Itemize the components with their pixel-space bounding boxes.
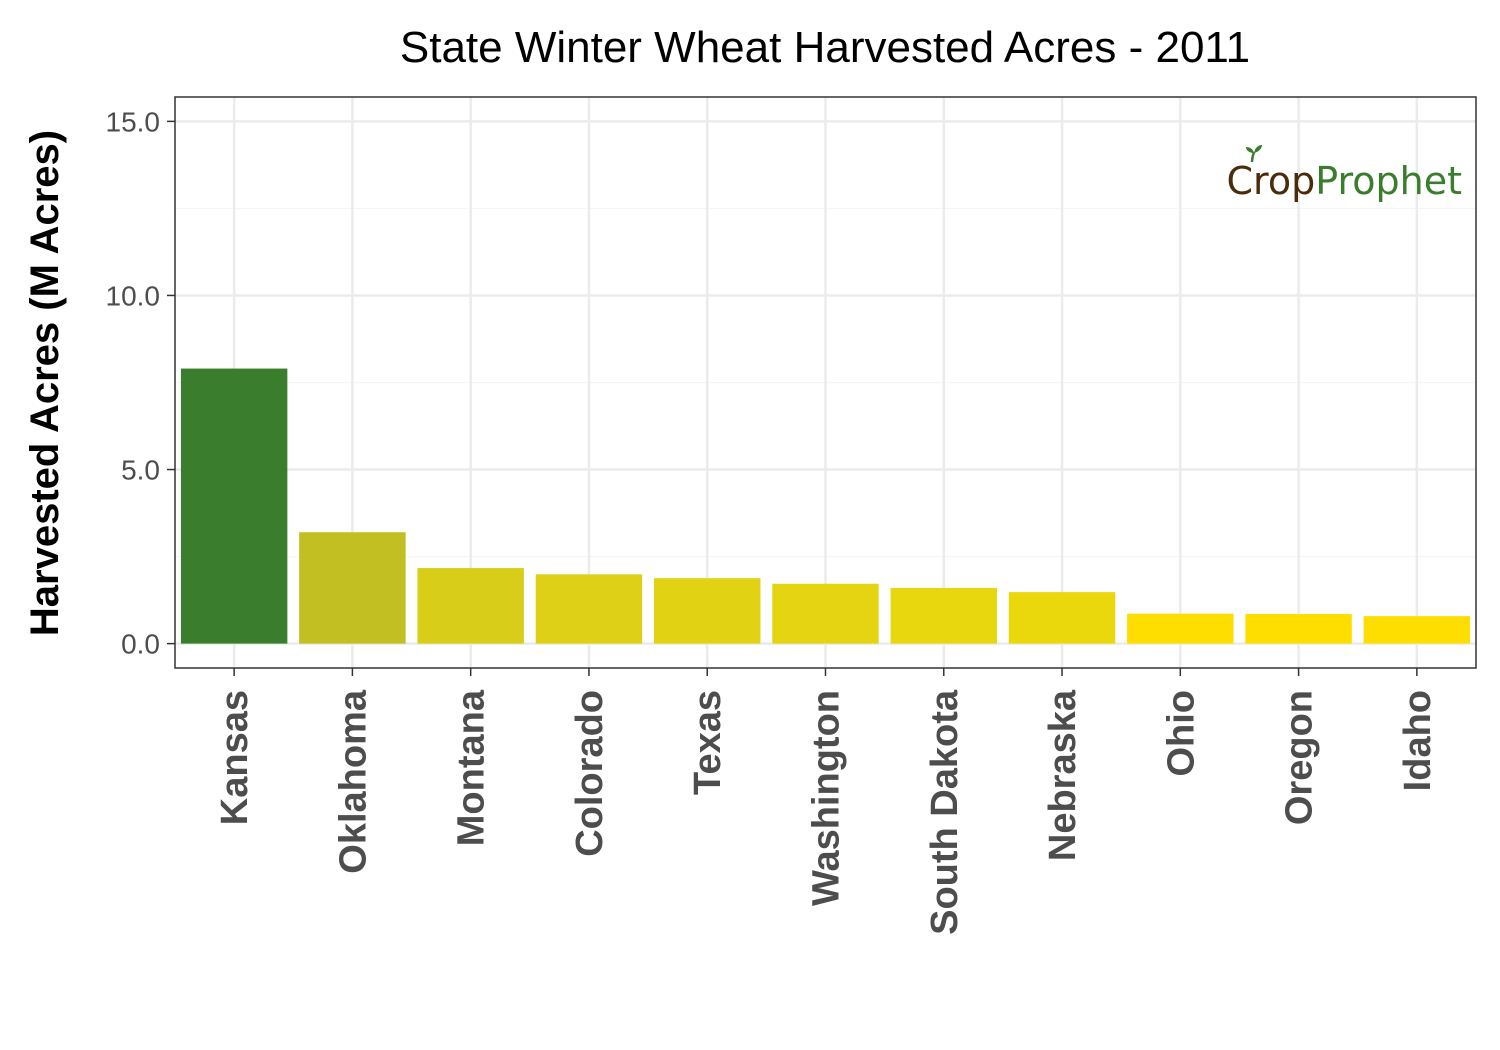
bar-texas [654, 578, 761, 644]
svg-text:CropProphet: CropProphet [1227, 159, 1462, 203]
y-axis: 0.0 5.0 10.0 15.0 [106, 106, 175, 660]
logo-text-crop-1: Cr [1227, 159, 1270, 203]
logo-text-crop-2: o [1268, 159, 1291, 203]
y-tick-label: 5.0 [121, 455, 160, 486]
logo-text-prophet: Prophet [1315, 159, 1462, 203]
bar-idaho [1363, 616, 1471, 644]
bar-south-dakota [890, 587, 997, 644]
x-tick-label: Washington [806, 690, 848, 906]
bar-oregon [1245, 614, 1352, 644]
bar-ohio [1127, 613, 1234, 644]
x-tick-label: Texas [687, 690, 729, 795]
x-tick-label: Oregon [1279, 690, 1321, 825]
bar-oklahoma [299, 532, 406, 644]
x-tick-label: Colorado [569, 690, 611, 857]
x-tick-label: Kansas [214, 690, 256, 825]
x-tick-label: Nebraska [1042, 689, 1084, 861]
x-tick-label: South Dakota [924, 689, 966, 935]
cropprophet-logo: CropProphet [1227, 145, 1462, 203]
y-tick-label: 0.0 [121, 629, 160, 660]
x-tick-label: Oklahoma [332, 689, 374, 874]
bar-kansas [180, 368, 288, 644]
x-tick-label: Montana [451, 689, 493, 846]
x-tick-label: Ohio [1160, 690, 1202, 777]
bar-colorado [535, 574, 643, 644]
bars [180, 368, 1471, 644]
grid [175, 97, 1476, 668]
logo-text-crop-3: p [1291, 159, 1315, 203]
chart-title: State Winter Wheat Harvested Acres - 201… [400, 23, 1250, 72]
bar-nebraska [1008, 592, 1116, 644]
y-tick-label: 15.0 [106, 106, 161, 137]
sprout-icon [1246, 145, 1262, 163]
bar-montana [417, 568, 524, 644]
x-axis: Kansas Oklahoma Montana Colorado Texas Washin… [214, 668, 1439, 935]
y-tick-label: 10.0 [106, 280, 161, 311]
x-tick-label: Idaho [1397, 690, 1439, 791]
y-axis-label: Harvested Acres (M Acres) [23, 130, 67, 636]
bar-washington [772, 583, 879, 644]
